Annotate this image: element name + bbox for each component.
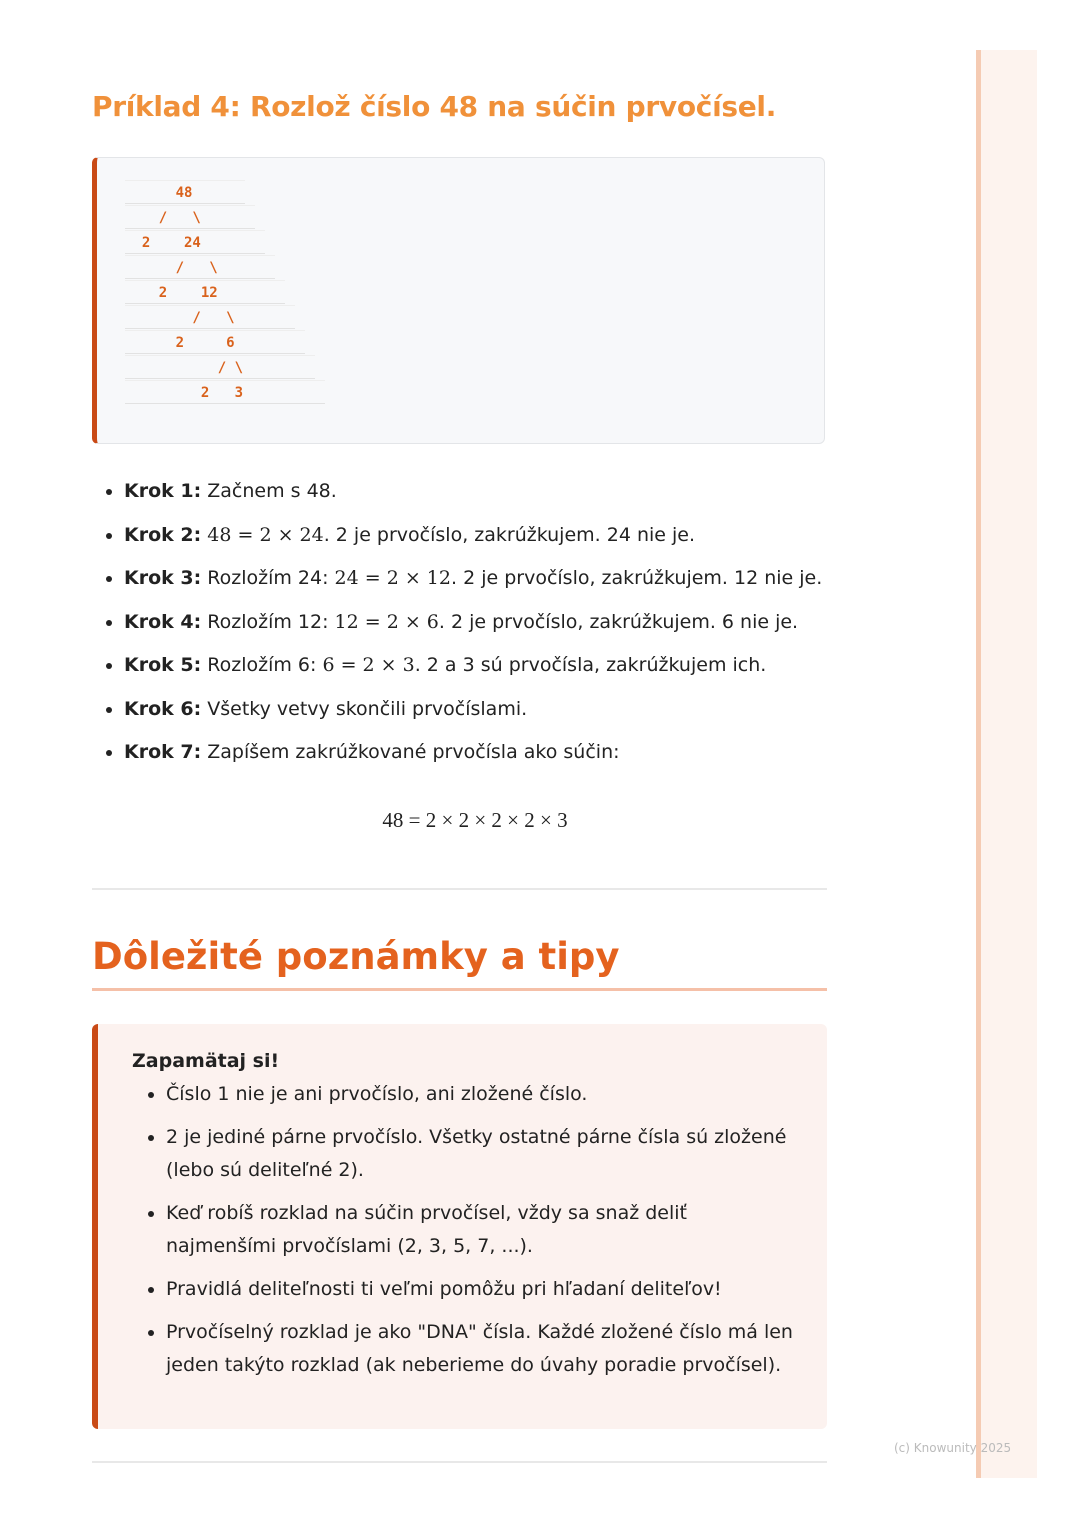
steps-list: Krok 1: Začnem s 48.Krok 2: 48 = 2 × 24.… [100,476,844,781]
step-label: Krok 6: [124,697,202,720]
tree-line: 2 6 [125,330,305,354]
step-text: Všetky vetvy skončili prvočíslami. [201,697,528,720]
step-text: Začnem s 48. [201,480,337,502]
step-label: Krok 7: [124,741,202,763]
page-side-strip [976,50,1037,1478]
callout-title: Zapamätaj si! [132,1050,280,1072]
result-formula: 48 = 2 × 2 × 2 × 2 × 3 [382,808,568,832]
step-item: Krok 3: Rozložím 24: 24 = 2 × 12. 2 je p… [124,563,844,607]
step-item: Krok 1: Začnem s 48. [124,476,844,520]
step-text: Rozložím 12: [201,610,335,633]
step-rest: . 2 je prvočíslo, zakrúžkujem. 24 nie je… [323,523,696,546]
step-label: Krok 4: [124,610,202,633]
step-label: Krok 2: [124,523,202,546]
step-math: 12 = 2 × 6 [334,610,439,633]
section-heading: Dôležité poznámky a tipy [92,935,827,991]
tree-line: 2 3 [125,380,325,404]
step-math: 6 = 2 × 3 [322,654,415,676]
factor-tree-block: 48 / \ 2 24 / \ 2 12 / \ 2 6 / \ 2 3 [92,157,825,444]
copyright: (c) Knowunity 2025 [894,1441,1012,1455]
step-item: Krok 6: Všetky vetvy skončili prvočíslam… [124,694,844,738]
step-item: Krok 5: Rozložím 6: 6 = 2 × 3. 2 a 3 sú … [124,650,844,694]
divider [92,888,827,890]
tree-line: 2 24 [125,230,265,254]
step-rest: . 2 je prvočíslo, zakrúžkujem. 6 nie je. [438,610,799,633]
step-label: Krok 5: [124,654,202,676]
step-text: Rozložím 6: [201,654,323,676]
step-item: Krok 4: Rozložím 12: 12 = 2 × 6. 2 je pr… [124,607,844,651]
note-item: Prvočíselný rozklad je ako "DNA" čísla. … [166,1316,793,1382]
step-item: Krok 7: Zapíšem zakrúžkované prvočísla a… [124,737,844,781]
tree-line: 2 12 [125,280,285,304]
step-label: Krok 1: [124,480,202,502]
remember-callout: Zapamätaj si! Číslo 1 nie je ani prvočís… [92,1024,827,1429]
step-math: 24 = 2 × 12 [334,567,451,589]
note-item: Keď robíš rozklad na súčin prvočísel, vž… [166,1197,793,1263]
step-text: Zapíšem zakrúžkované prvočísla ako súčin… [201,741,620,763]
step-item: Krok 2: 48 = 2 × 24. 2 je prvočíslo, zak… [124,520,844,564]
divider [92,1461,827,1463]
step-rest: . 2 je prvočíslo, zakrúžkujem. 12 nie je… [450,567,823,589]
example-title: Príklad 4: Rozlož číslo 48 na súčin prvo… [92,90,777,123]
tree-line: / \ [125,355,315,379]
tree-line: / \ [125,205,255,229]
step-label: Krok 3: [124,567,202,589]
step-text: Rozložím 24: [201,567,335,589]
tree-line: / \ [125,305,295,329]
step-math: 48 = 2 × 24 [207,523,324,546]
note-item: Číslo 1 nie je ani prvočíslo, ani zložen… [166,1078,793,1111]
note-item: Pravidlá deliteľnosti ti veľmi pomôžu pr… [166,1273,793,1306]
tree-line: 48 [125,180,245,204]
tree-line: / \ [125,255,275,279]
step-rest: . 2 a 3 sú prvočísla, zakrúžkujem ich. [414,654,767,676]
note-item: 2 je jediné párne prvočíslo. Všetky osta… [166,1121,793,1187]
